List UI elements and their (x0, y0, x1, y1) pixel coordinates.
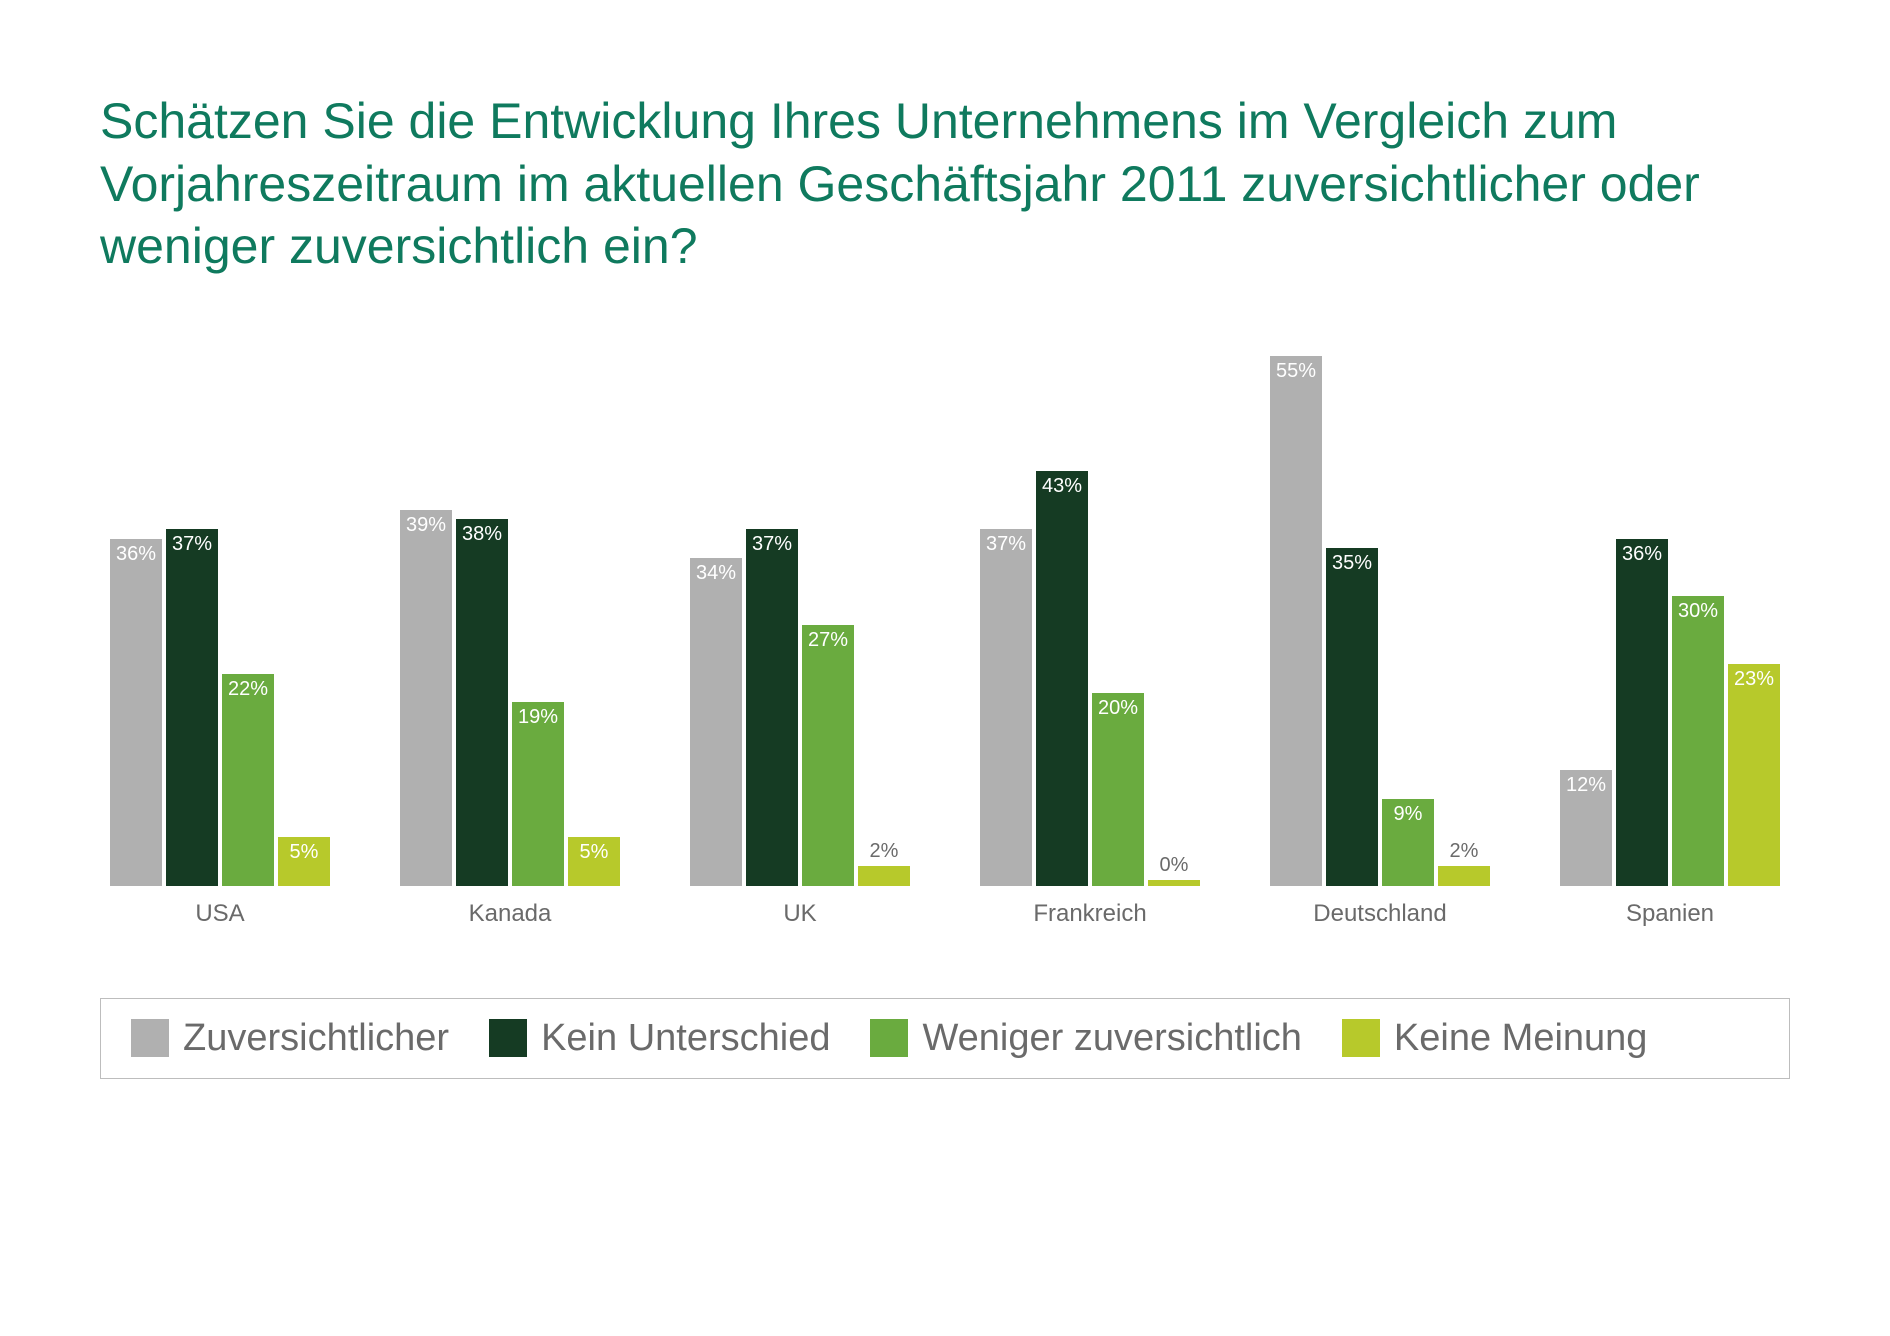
category-label: UK (783, 900, 816, 928)
category-label: Spanien (1626, 900, 1714, 928)
legend-label: Keine Meinung (1394, 1017, 1648, 1060)
category-label: Frankreich (1033, 900, 1146, 928)
legend-label: Kein Unterschied (541, 1017, 830, 1060)
bar-group-bars: 39% 38% 19% 5% (400, 356, 620, 886)
legend-item: Weniger zuversichtlich (870, 1017, 1301, 1060)
bar-value-label: 36% (1622, 543, 1662, 566)
bar-group: 37% 43% 20% 0% Frankreich (980, 356, 1200, 928)
bar-group-bars: 34% 37% 27% 2% (690, 356, 910, 886)
bar-value-label: 55% (1276, 360, 1316, 383)
bar-value-label: 2% (870, 840, 899, 863)
bar-group-bars: 37% 43% 20% 0% (980, 356, 1200, 886)
bar-value-label: 34% (696, 562, 736, 585)
bar: 34% (690, 558, 742, 886)
bar: 35% (1326, 548, 1378, 885)
bar: 37% (746, 529, 798, 886)
bar: 27% (802, 625, 854, 885)
category-label: USA (195, 900, 244, 928)
bar: 2% (1438, 866, 1490, 885)
bar-group: 39% 38% 19% 5% Kanada (400, 356, 620, 928)
bar-value-label: 35% (1332, 552, 1372, 575)
bar: 19% (512, 702, 564, 885)
legend-swatch (870, 1019, 908, 1057)
bar-value-label: 2% (1450, 840, 1479, 863)
bar-value-label: 19% (518, 706, 558, 729)
bar: 37% (980, 529, 1032, 886)
bar-value-label: 27% (808, 629, 848, 652)
bar-value-label: 43% (1042, 475, 1082, 498)
bar: 37% (166, 529, 218, 886)
bar: 23% (1728, 664, 1780, 886)
legend: Zuversichtlicher Kein Unterschied Weniger … (100, 998, 1790, 1079)
bar: 30% (1672, 596, 1724, 885)
bar-value-label: 23% (1734, 668, 1774, 691)
bar: 22% (222, 674, 274, 886)
bar-value-label: 20% (1098, 697, 1138, 720)
bar-value-label: 9% (1394, 803, 1423, 826)
bar-value-label: 37% (986, 533, 1026, 556)
bar-value-label: 12% (1566, 774, 1606, 797)
bar-value-label: 36% (116, 543, 156, 566)
bar: 12% (1560, 770, 1612, 886)
bar: 39% (400, 510, 452, 886)
legend-swatch (131, 1019, 169, 1057)
bar-value-label: 5% (290, 841, 319, 864)
bar-group-bars: 12% 36% 30% 23% (1560, 356, 1780, 886)
bar: 36% (1616, 539, 1668, 886)
legend-swatch (489, 1019, 527, 1057)
bar-value-label: 0% (1160, 854, 1189, 877)
bar: 55% (1270, 356, 1322, 886)
bar: 0% (1148, 880, 1200, 886)
bar-group: 34% 37% 27% 2% UK (690, 356, 910, 928)
bar-chart: 36% 37% 22% 5% USA 39% 38% 19% 5% Kanada 34% 37% 27%… (100, 348, 1790, 928)
legend-item: Zuversichtlicher (131, 1017, 449, 1060)
bar: 20% (1092, 693, 1144, 886)
bar-value-label: 30% (1678, 600, 1718, 623)
bar: 38% (456, 519, 508, 885)
chart-title: Schätzen Sie die Entwicklung Ihres Unter… (100, 90, 1780, 278)
bar: 36% (110, 539, 162, 886)
bar-group: 12% 36% 30% 23% Spanien (1560, 356, 1780, 928)
legend-item: Kein Unterschied (489, 1017, 830, 1060)
bar-value-label: 39% (406, 514, 446, 537)
bar: 9% (1382, 799, 1434, 886)
bar-group-bars: 55% 35% 9% 2% (1270, 356, 1490, 886)
category-label: Kanada (469, 900, 552, 928)
bar: 43% (1036, 471, 1088, 885)
bar-group: 55% 35% 9% 2% Deutschland (1270, 356, 1490, 928)
bar-value-label: 22% (228, 678, 268, 701)
bar-value-label: 37% (752, 533, 792, 556)
bar: 5% (568, 837, 620, 885)
bar: 5% (278, 837, 330, 885)
bar-value-label: 5% (580, 841, 609, 864)
bar-group-bars: 36% 37% 22% 5% (110, 356, 330, 886)
legend-label: Weniger zuversichtlich (922, 1017, 1301, 1060)
legend-label: Zuversichtlicher (183, 1017, 449, 1060)
legend-item: Keine Meinung (1342, 1017, 1648, 1060)
legend-swatch (1342, 1019, 1380, 1057)
bar-value-label: 38% (462, 523, 502, 546)
bar-group: 36% 37% 22% 5% USA (110, 356, 330, 928)
bar-value-label: 37% (172, 533, 212, 556)
category-label: Deutschland (1313, 900, 1446, 928)
bar: 2% (858, 866, 910, 885)
